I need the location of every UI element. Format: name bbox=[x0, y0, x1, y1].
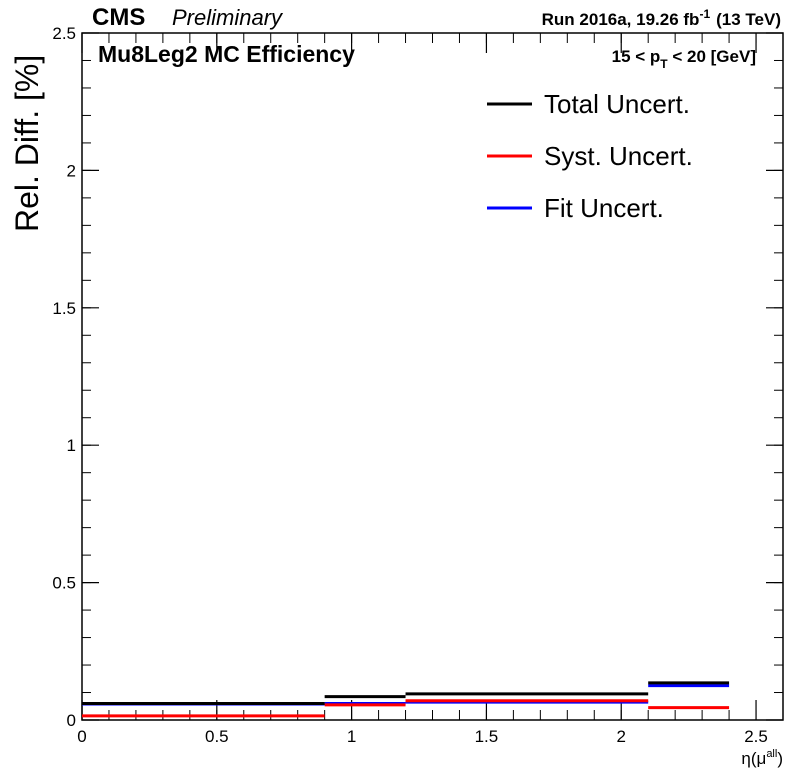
series-lines bbox=[82, 681, 730, 718]
y-tick-label: 0 bbox=[67, 711, 76, 730]
pt-bin-subscript: T bbox=[660, 57, 668, 71]
axis-ticks: 0 0.5 1 1.5 2 2.5 0 0.5 1 1.5 2 2.5 bbox=[52, 24, 784, 746]
x-tick-label: 2 bbox=[616, 727, 625, 746]
y-tick-label: 2 bbox=[67, 161, 76, 180]
y-tick-label: 1 bbox=[67, 436, 76, 455]
plot-frame bbox=[81, 32, 784, 721]
y-axis-label: Rel. Diff. [%] bbox=[9, 55, 45, 232]
pt-bin-label: 15 < pT < 20 [GeV] bbox=[612, 47, 756, 71]
x-axis-label-main: η(μ bbox=[741, 749, 766, 768]
pt-bin-prefix: 15 < p bbox=[612, 47, 661, 66]
legend-label: Syst. Uncert. bbox=[544, 141, 693, 171]
x-tick-label: 1 bbox=[347, 727, 356, 746]
cms-label: CMS bbox=[92, 4, 145, 31]
preliminary-label: Preliminary bbox=[172, 5, 284, 30]
run-info: Run 2016a, 19.26 fb-1 (13 TeV) bbox=[542, 7, 781, 29]
run-energy-text: (13 TeV) bbox=[716, 10, 781, 29]
y-tick-label: 1.5 bbox=[52, 299, 76, 318]
run-luminosity-exponent: -1 bbox=[699, 7, 710, 21]
legend-label: Total Uncert. bbox=[544, 89, 690, 119]
x-axis-label-superscript: all bbox=[766, 748, 777, 760]
legend-label: Fit Uncert. bbox=[544, 193, 664, 223]
x-tick-label: 0.5 bbox=[205, 727, 229, 746]
x-axis-label: η(μall) bbox=[741, 748, 783, 768]
x-tick-label: 1.5 bbox=[475, 727, 499, 746]
chart-title: Mu8Leg2 MC Efficiency bbox=[98, 41, 355, 67]
run-luminosity-text: Run 2016a, 19.26 fb bbox=[542, 10, 700, 29]
x-axis-label-close: ) bbox=[777, 749, 783, 768]
x-tick-label: 0 bbox=[77, 727, 86, 746]
y-tick-label: 2.5 bbox=[52, 24, 76, 43]
x-tick-label: 2.5 bbox=[744, 727, 768, 746]
legend: Total Uncert. Syst. Uncert. Fit Uncert. bbox=[487, 89, 693, 223]
pt-bin-suffix: < 20 [GeV] bbox=[668, 47, 756, 66]
y-tick-label: 0.5 bbox=[52, 574, 76, 593]
